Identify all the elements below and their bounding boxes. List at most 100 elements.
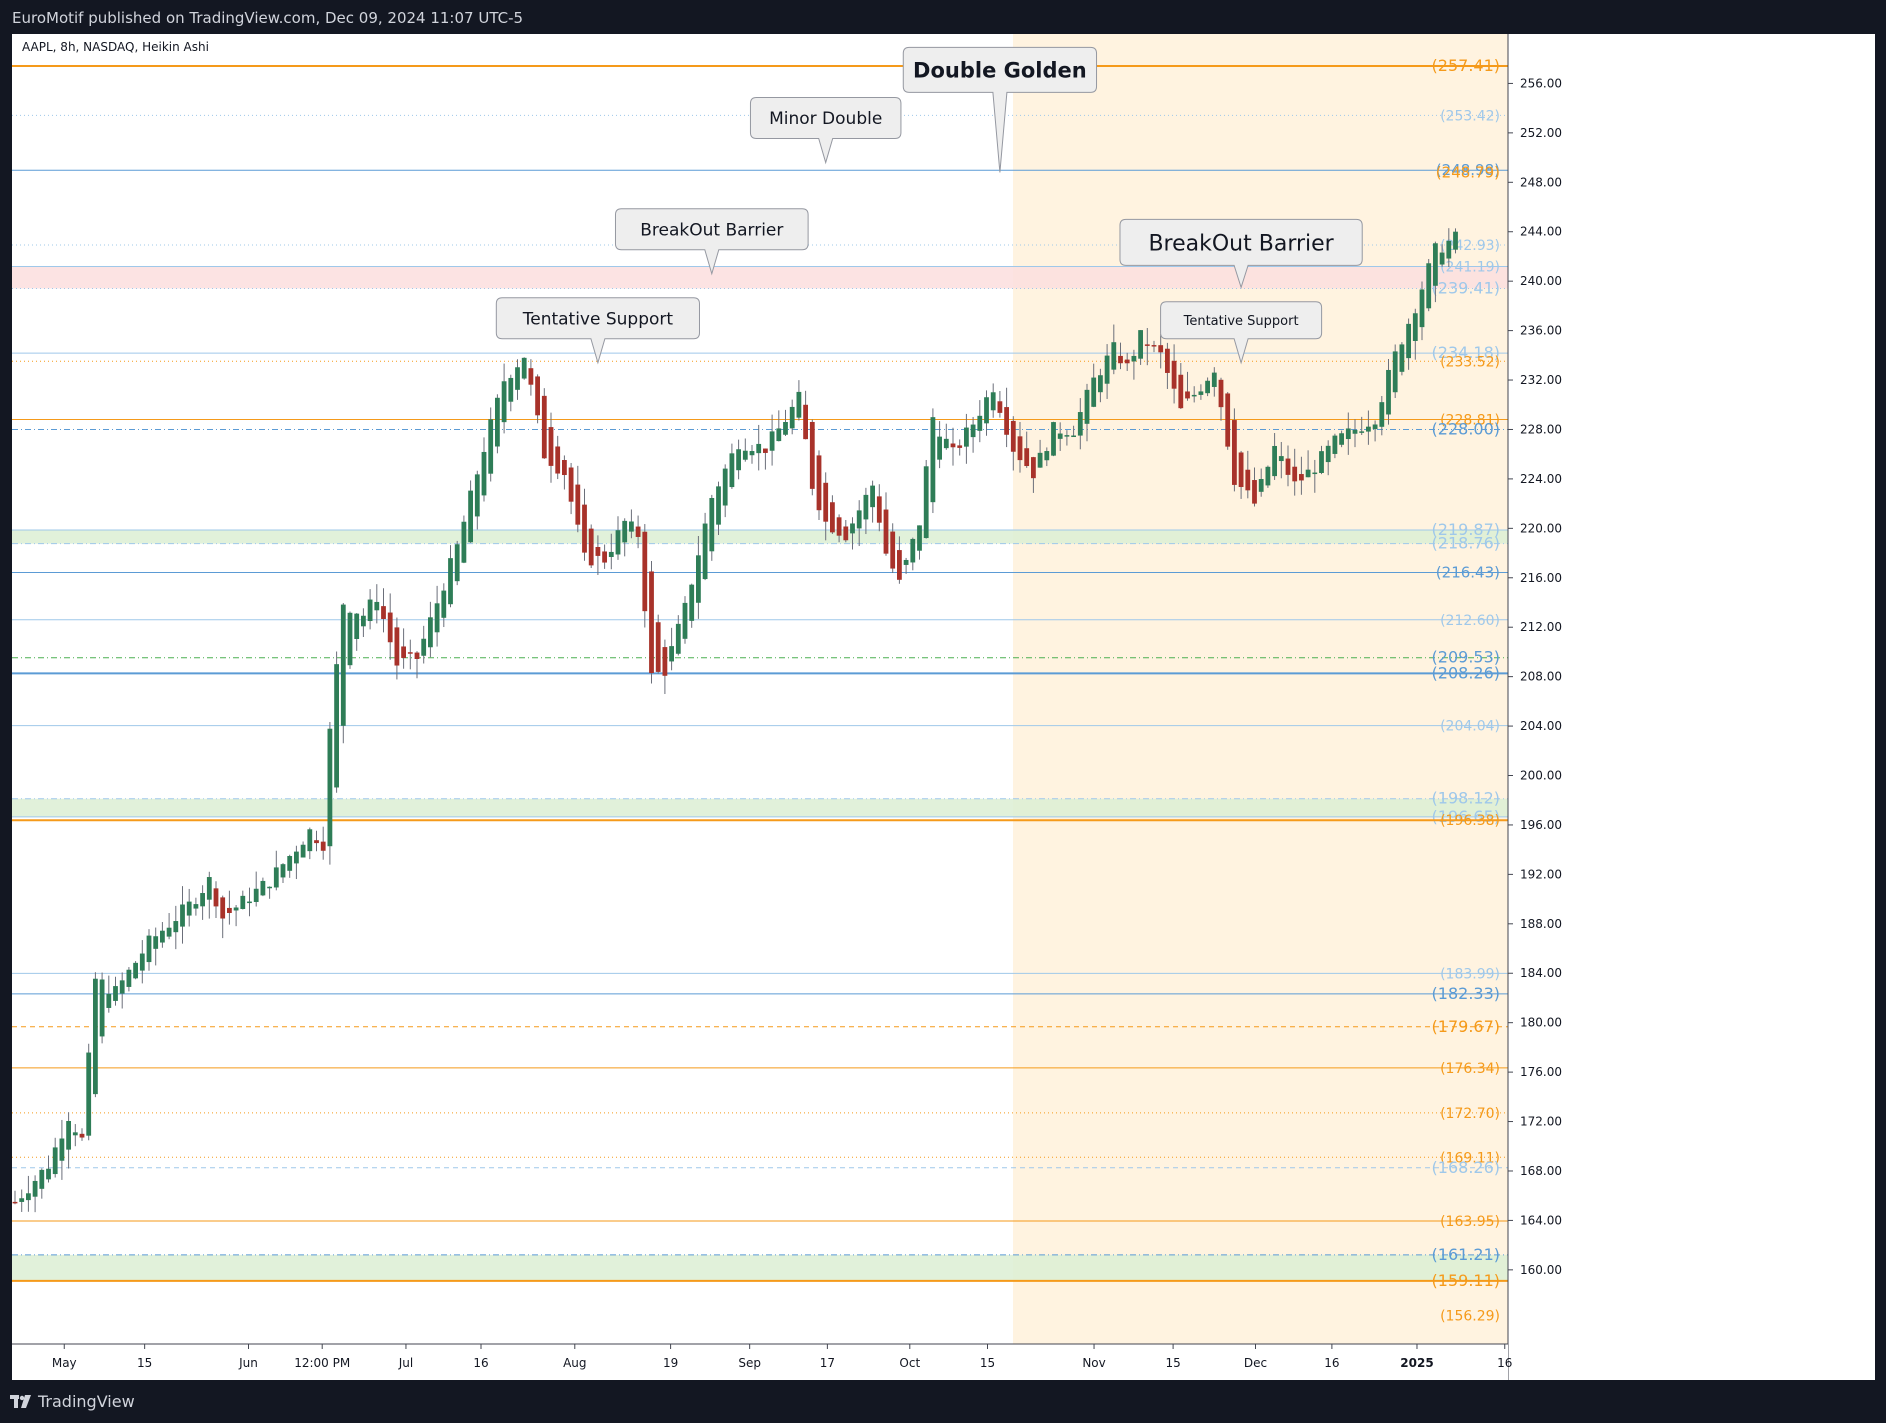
price-axis[interactable]: 160.00 164.00 168.00 172.00 176.00 180.00 184.… [1507, 34, 1875, 1380]
y-tick-label: 220.00 [1520, 521, 1562, 535]
time-axis[interactable]: May 15 Jun 12:00 PM Jul 16 Aug 19 Sep 17 Oct 15 Nov 1… [12, 1343, 1512, 1380]
candle-body [515, 367, 520, 390]
tradingview-brand[interactable]: TradingView [10, 1392, 135, 1411]
candle-body [903, 559, 909, 565]
candle-body [1205, 380, 1210, 394]
candle-body [930, 417, 936, 503]
candle-body [280, 864, 286, 878]
candle-body [1319, 451, 1324, 473]
price-label: (172.70) [1440, 1106, 1500, 1122]
y-tick-label: 200.00 [1520, 769, 1562, 783]
candle-body [635, 526, 641, 537]
candle-body [1158, 345, 1164, 353]
x-tick-label: Nov [1082, 1356, 1105, 1370]
price-label: (239.41) [1432, 278, 1500, 297]
candle-body [568, 467, 574, 502]
candle-body [407, 652, 413, 654]
candle-body [1004, 407, 1009, 435]
candles-layer [12, 228, 1458, 1213]
candle-body [595, 546, 601, 556]
x-tick-label: 16 [1497, 1356, 1512, 1370]
candle-body [1352, 429, 1358, 434]
candle-body [1225, 393, 1231, 447]
candle-body [240, 895, 246, 909]
candle-body [166, 927, 172, 937]
candle-body [508, 377, 514, 402]
price-label: (234.18) [1432, 343, 1500, 362]
chart-area[interactable]: (257.41) (253.42) (248.98) (248.79) (242.93)… [12, 34, 1875, 1380]
candle-body [555, 446, 561, 474]
x-tick-label: 15 [980, 1356, 995, 1370]
callout-text: BreakOut Barrier [640, 220, 783, 240]
callout-text: Double Golden [913, 58, 1087, 82]
callout-bubble [1119, 218, 1363, 289]
price-label: (228.81) [1440, 412, 1500, 428]
candle-body [46, 1168, 51, 1180]
candle-body [843, 526, 849, 541]
candle-body [133, 962, 138, 979]
candle-body [26, 1193, 31, 1201]
price-label: (218.76) [1432, 534, 1500, 553]
candle-body [716, 486, 721, 525]
price-chart[interactable]: (257.41)(253.42)(248.98)(248.79)(242.93)… [12, 34, 1875, 1380]
candle-body [830, 502, 835, 533]
candle-body [1124, 359, 1130, 364]
candle-body [803, 404, 808, 440]
candle-body [1332, 435, 1338, 454]
x-tick-label: 16 [473, 1356, 488, 1370]
candle-body [1325, 445, 1331, 463]
candle-body [1366, 426, 1371, 432]
candle-body [749, 451, 755, 456]
callout: BreakOut Barrier [614, 208, 809, 276]
candle-body [1111, 342, 1117, 370]
candle-body [1406, 323, 1411, 359]
candle-body [334, 664, 339, 788]
candle-body [227, 907, 232, 913]
callout-bubble [749, 97, 902, 165]
x-tick-label: May [52, 1356, 77, 1370]
candle-body [220, 897, 226, 919]
candle-body [957, 445, 963, 448]
candle-body [414, 652, 420, 659]
candle-body [575, 484, 581, 525]
candle-body [273, 867, 279, 888]
candle-body [79, 1133, 85, 1138]
y-tick-label: 248.00 [1520, 175, 1562, 189]
candle-body [1399, 344, 1405, 372]
candle-body [374, 601, 380, 611]
red-zone [12, 266, 1508, 289]
candle-body [910, 538, 916, 563]
price-label: (163.95) [1440, 1214, 1500, 1230]
candle-body [1138, 330, 1143, 359]
y-tick-label: 176.00 [1520, 1065, 1562, 1079]
candle-body [12, 1201, 18, 1204]
candle-body [783, 421, 788, 435]
callout-bubble [902, 46, 1098, 173]
candle-body [1433, 243, 1438, 286]
x-tick-label: 15 [1165, 1356, 1180, 1370]
callout: BreakOut Barrier [1119, 218, 1363, 289]
callout-text: Tentative Support [1183, 314, 1299, 329]
callout-text: Tentative Support [522, 309, 674, 329]
candle-body [307, 829, 313, 852]
price-label: (248.79) [1436, 164, 1500, 182]
candle-body [495, 397, 500, 447]
candle-body [1104, 355, 1110, 384]
candle-body [588, 528, 594, 566]
price-label: (196.38) [1440, 813, 1500, 829]
candle-body [1339, 433, 1344, 445]
candle-body [146, 935, 152, 963]
candle-body [139, 953, 145, 971]
x-tick-label: 16 [1324, 1356, 1339, 1370]
candle-body [200, 893, 205, 907]
candle-body [327, 728, 333, 847]
x-tick-label: 19 [663, 1356, 678, 1370]
candle-body [876, 496, 882, 523]
candle-body [856, 510, 862, 529]
candle-body [1084, 389, 1090, 424]
candle-body [1292, 466, 1298, 482]
candle-body [763, 448, 768, 453]
candle-body [1453, 231, 1458, 250]
candle-body [1017, 436, 1023, 461]
symbol-legend: AAPL, 8h, NASDAQ, Heikin Ashi [22, 40, 209, 54]
